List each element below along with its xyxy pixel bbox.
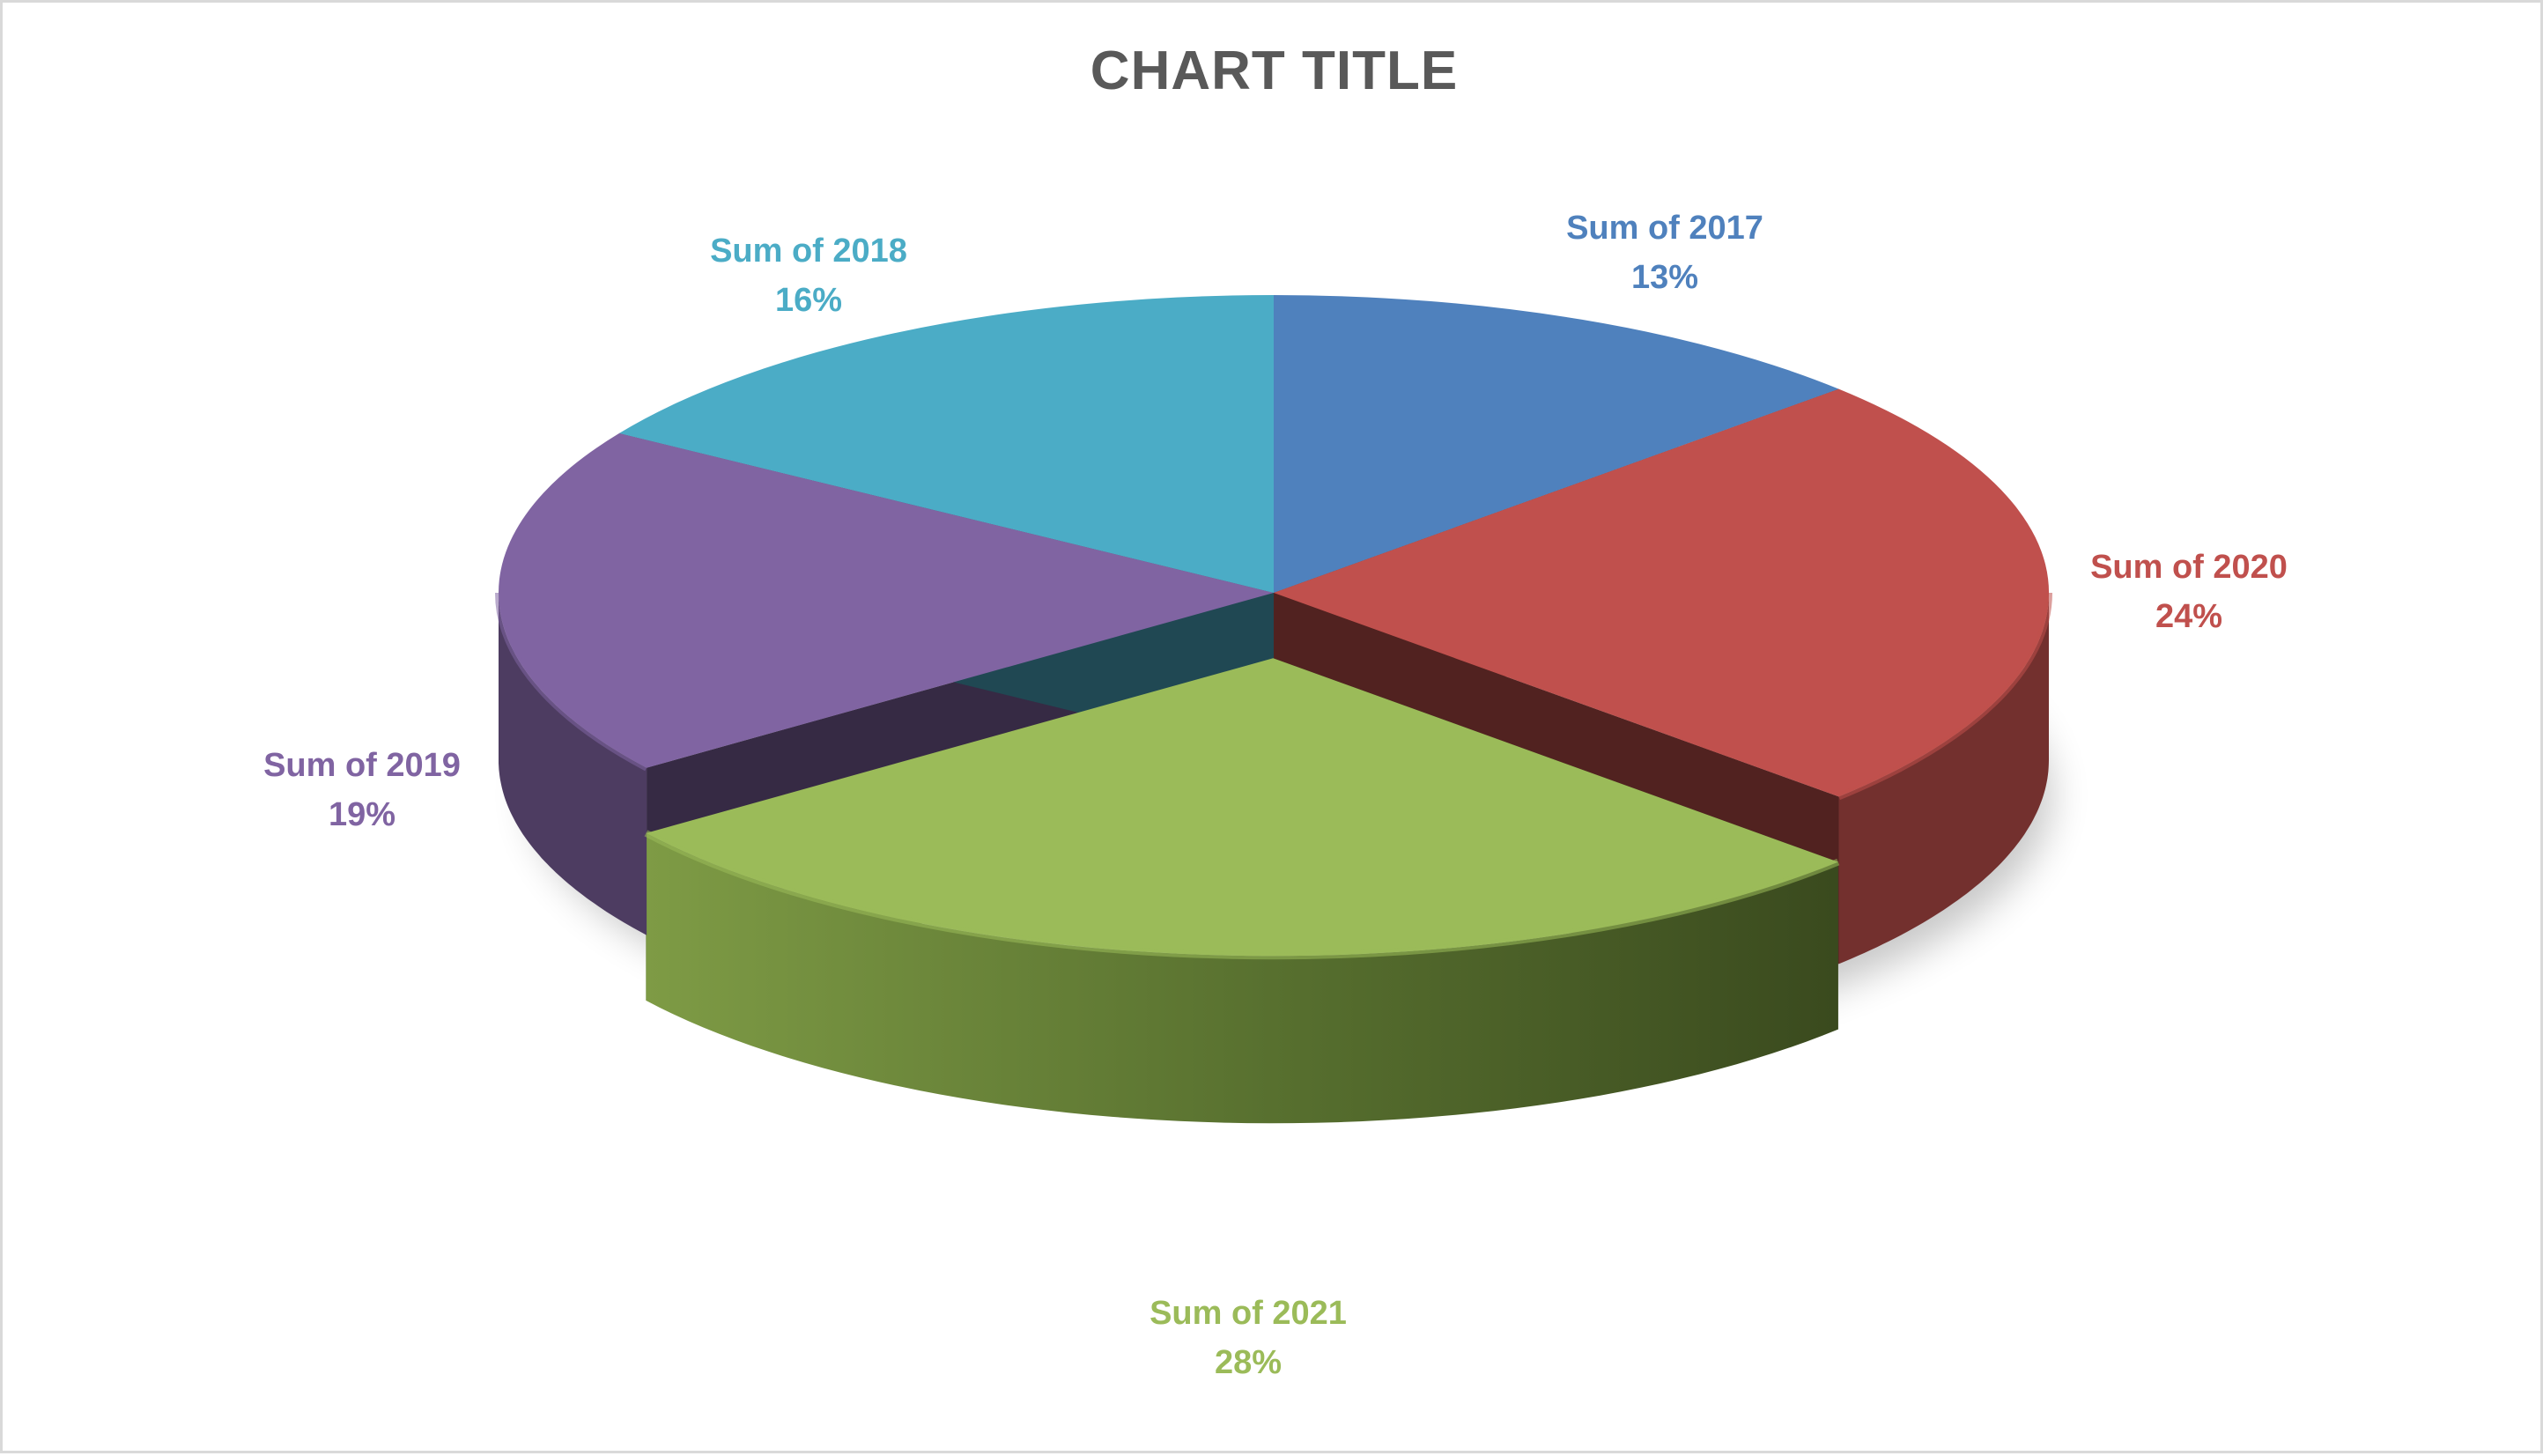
pie-slice-sum-of-2017 (1274, 294, 1839, 593)
pie-slice-sum-of-2019 (499, 432, 1274, 768)
data-label-2017: Sum of 2017 13% (1480, 203, 1850, 302)
pie-chart (495, 294, 2052, 1124)
data-label-2018: Sum of 2018 16% (624, 226, 994, 325)
data-label-2019-name: Sum of 2019 (263, 747, 461, 784)
data-label-2018-value: 16% (774, 282, 843, 319)
pie-slice-sum-of-2021 (646, 658, 1838, 957)
data-label-2017-value: 13% (1630, 259, 1699, 296)
pie-slice-sum-of-2018 (619, 295, 1274, 593)
pie-rim-sum-of-2021 (644, 830, 1840, 960)
data-label-2020: Sum of 2020 24% (2004, 543, 2374, 641)
pie-side-sum-of-2020 (1838, 593, 2049, 965)
data-label-2019-value: 19% (328, 796, 396, 833)
data-label-2019: Sum of 2019 19% (177, 741, 547, 839)
data-label-2017-name: Sum of 2017 (1566, 210, 1763, 247)
data-label-2018-name: Sum of 2018 (710, 233, 907, 270)
data-label-2020-value: 24% (2155, 598, 2223, 635)
pie-rim-sum-of-2020 (1837, 592, 2052, 801)
pie-rim-sum-of-2019 (495, 592, 648, 772)
pie-slice-sum-of-2020 (1274, 388, 2050, 797)
data-label-2021-name: Sum of 2021 (1150, 1295, 1347, 1332)
pie-side-sum-of-2019 (499, 593, 647, 935)
chart-title: CHART TITLE (1090, 41, 1459, 101)
pie-side-sum-of-2021 (646, 832, 1838, 1124)
data-label-2021: Sum of 2021 28% (1063, 1289, 1433, 1387)
data-label-2021-value: 28% (1214, 1344, 1283, 1381)
data-label-2020-name: Sum of 2020 (2090, 549, 2288, 586)
